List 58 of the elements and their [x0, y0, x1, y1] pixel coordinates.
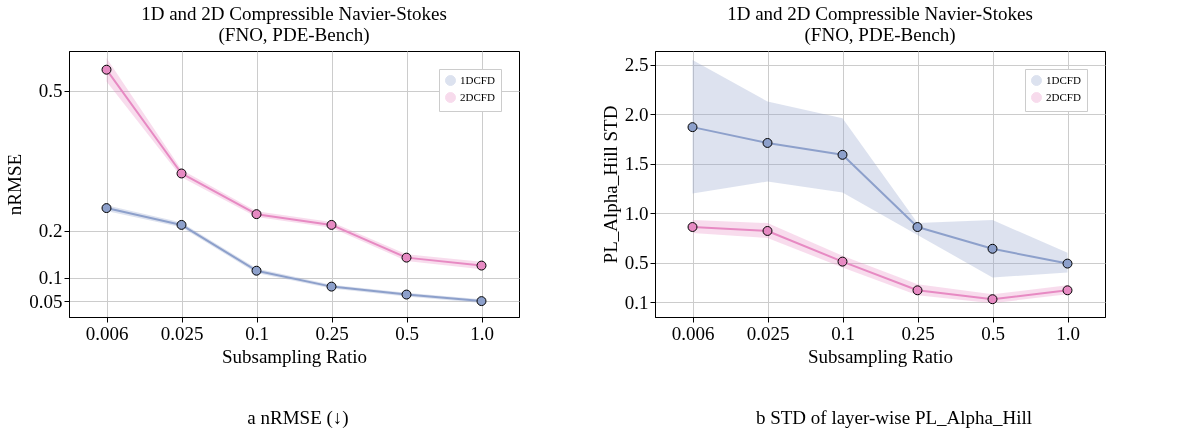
x-tick-label: 0.1	[831, 322, 855, 344]
x-axis-title: Subsampling Ratio	[221, 345, 368, 367]
point	[912, 222, 923, 232]
x-tick-label: 0.006	[671, 322, 715, 344]
point	[837, 256, 848, 267]
chart-title: 1D and 2D Compressible Navier-Stokes (FNO, PDE-Bench)	[141, 3, 447, 46]
point	[987, 243, 998, 254]
y-tick-label: 2.0	[624, 103, 649, 125]
legend-label: 1DCFD	[460, 73, 495, 86]
legend-label: 1DCFD	[1046, 73, 1081, 86]
x-tick-label: 0.5	[395, 322, 419, 344]
x-tick-label: 0.025	[746, 322, 790, 344]
point	[762, 226, 773, 236]
legend-label: 2DCFD	[1046, 90, 1081, 103]
y-axis-title: nRMSE	[4, 153, 26, 216]
point	[326, 219, 337, 230]
point	[101, 203, 112, 214]
point	[401, 289, 412, 300]
x-tick-label: 1.0	[1056, 322, 1080, 344]
point	[762, 138, 773, 148]
chart-title: 1D and 2D Compressible Navier-Stokes (FNO, PDE-Bench)	[727, 3, 1033, 46]
y-tick-label: 0.2	[38, 220, 63, 242]
y-tick-label: 0.5	[624, 252, 649, 274]
point	[176, 219, 187, 230]
x-axis-title: Subsampling Ratio	[807, 345, 954, 367]
y-tick-label: 0.5	[38, 80, 63, 102]
x-tick-label: 0.025	[160, 322, 204, 344]
point	[251, 265, 262, 276]
point	[176, 168, 187, 179]
point	[401, 252, 412, 263]
point	[476, 296, 487, 307]
x-tick-label: 1.0	[470, 322, 494, 344]
point	[251, 209, 262, 220]
y-tick-label: 1.5	[624, 153, 649, 175]
y-tick-label: 0.05	[29, 290, 63, 312]
x-tick-label: 0.25	[901, 322, 935, 344]
point	[326, 281, 337, 292]
point	[1062, 285, 1073, 296]
point	[987, 294, 998, 305]
legend-label: 2DCFD	[460, 90, 495, 103]
x-tick-label: 0.006	[85, 322, 129, 344]
x-tick-label: 0.5	[981, 322, 1005, 344]
point	[1062, 258, 1073, 269]
point	[912, 285, 923, 296]
y-axis-title: PL_Alpha_Hill STD	[599, 105, 621, 264]
y-tick-label: 0.1	[624, 291, 649, 313]
point	[837, 149, 848, 160]
text: a nRMSE (↓)	[246, 407, 350, 429]
y-tick-label: 2.5	[624, 54, 649, 76]
text: b STD of layer-wise PL_Alpha_Hill	[754, 407, 1034, 429]
point	[101, 64, 112, 75]
point	[687, 222, 698, 232]
y-tick-label: 1.0	[624, 202, 649, 224]
point	[476, 260, 487, 271]
point	[687, 122, 698, 133]
y-tick-label: 0.1	[38, 267, 63, 289]
x-tick-label: 0.25	[315, 322, 349, 344]
x-tick-label: 0.1	[245, 322, 269, 344]
